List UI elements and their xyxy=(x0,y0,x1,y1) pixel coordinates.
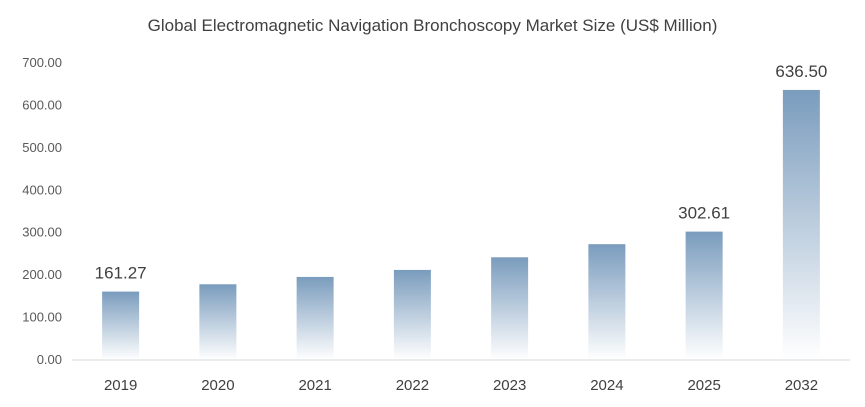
data-label-2032: 636.50 xyxy=(775,62,827,81)
x-tick-label: 2020 xyxy=(201,377,234,394)
y-tick-label: 400.00 xyxy=(22,182,62,197)
x-tick-label: 2019 xyxy=(104,377,137,394)
bars xyxy=(102,89,820,361)
bar-2019 xyxy=(102,291,140,360)
bar-2022 xyxy=(393,269,431,360)
x-tick-label: 2024 xyxy=(590,377,623,394)
x-tick-label: 2022 xyxy=(396,377,429,394)
y-tick-label: 600.00 xyxy=(22,97,62,112)
bar-2023 xyxy=(491,257,529,360)
y-tick-label: 500.00 xyxy=(22,140,62,155)
x-tick-label: 2025 xyxy=(687,377,720,394)
bar-2032 xyxy=(782,89,820,361)
y-tick-label: 700.00 xyxy=(22,55,62,70)
x-tick-label: 2032 xyxy=(785,377,818,394)
y-tick-label: 200.00 xyxy=(22,267,62,282)
y-tick-label: 100.00 xyxy=(22,310,62,325)
data-label-2019: 161.27 xyxy=(95,264,147,283)
x-axis: 2019 2020 2021 2022 2023 2024 2025 2032 xyxy=(72,359,850,394)
y-axis: 0.00 100.00 200.00 300.00 400.00 500.00 600.00… xyxy=(22,55,62,367)
chart-title: Global Electromagnetic Navigation Bronch… xyxy=(147,16,718,35)
data-label-2025: 302.61 xyxy=(678,204,730,223)
bar-2021 xyxy=(296,276,334,360)
x-tick-label: 2021 xyxy=(298,377,331,394)
y-tick-label: 300.00 xyxy=(22,225,62,240)
y-tick-label: 0.00 xyxy=(37,352,62,367)
data-labels: 161.27 302.61 636.50 xyxy=(95,62,828,283)
bar-2020 xyxy=(199,284,237,360)
bar-2024 xyxy=(588,244,626,360)
bar-2025 xyxy=(685,231,723,360)
x-tick-label: 2023 xyxy=(493,377,526,394)
